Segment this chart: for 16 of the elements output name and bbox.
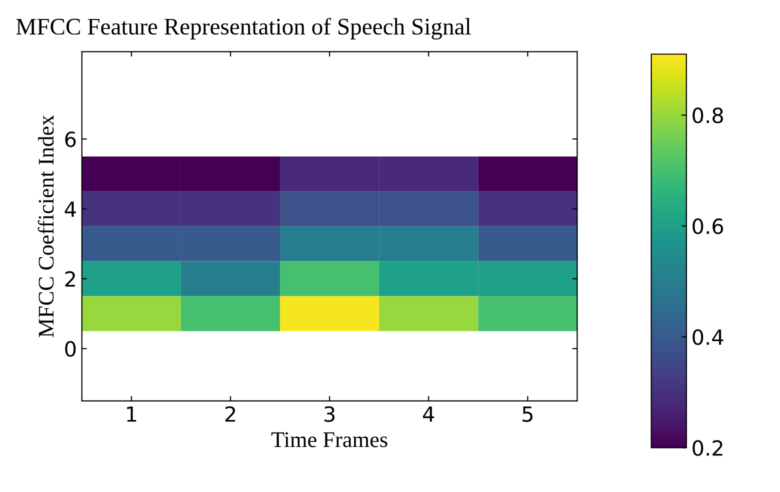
- y-tick-label: 4: [64, 202, 76, 217]
- y-tick-label: 2: [65, 271, 75, 287]
- x-tick-label: 5: [522, 406, 532, 422]
- x-tick-label: 3: [324, 406, 335, 422]
- y-tick-label: 0: [65, 341, 76, 357]
- x-tick-label: 2: [225, 406, 236, 422]
- color-bar-label: 0.8: [692, 108, 723, 124]
- x-axis-title: Time Frames: [271, 432, 388, 448]
- y-axis-title: MFCC Coefficient Index: [38, 115, 54, 338]
- color-bar-label: 0.6: [692, 218, 724, 234]
- color-bar-label: 0.2: [692, 440, 722, 456]
- chart-title: MFCC Feature Representation of Speech Signal: [16, 18, 471, 40]
- color-bar-label: 0.4: [692, 329, 724, 346]
- x-tick-label: 4: [423, 406, 434, 422]
- y-tick-label: 6: [65, 131, 76, 148]
- x-tick-label: 1: [127, 406, 136, 422]
